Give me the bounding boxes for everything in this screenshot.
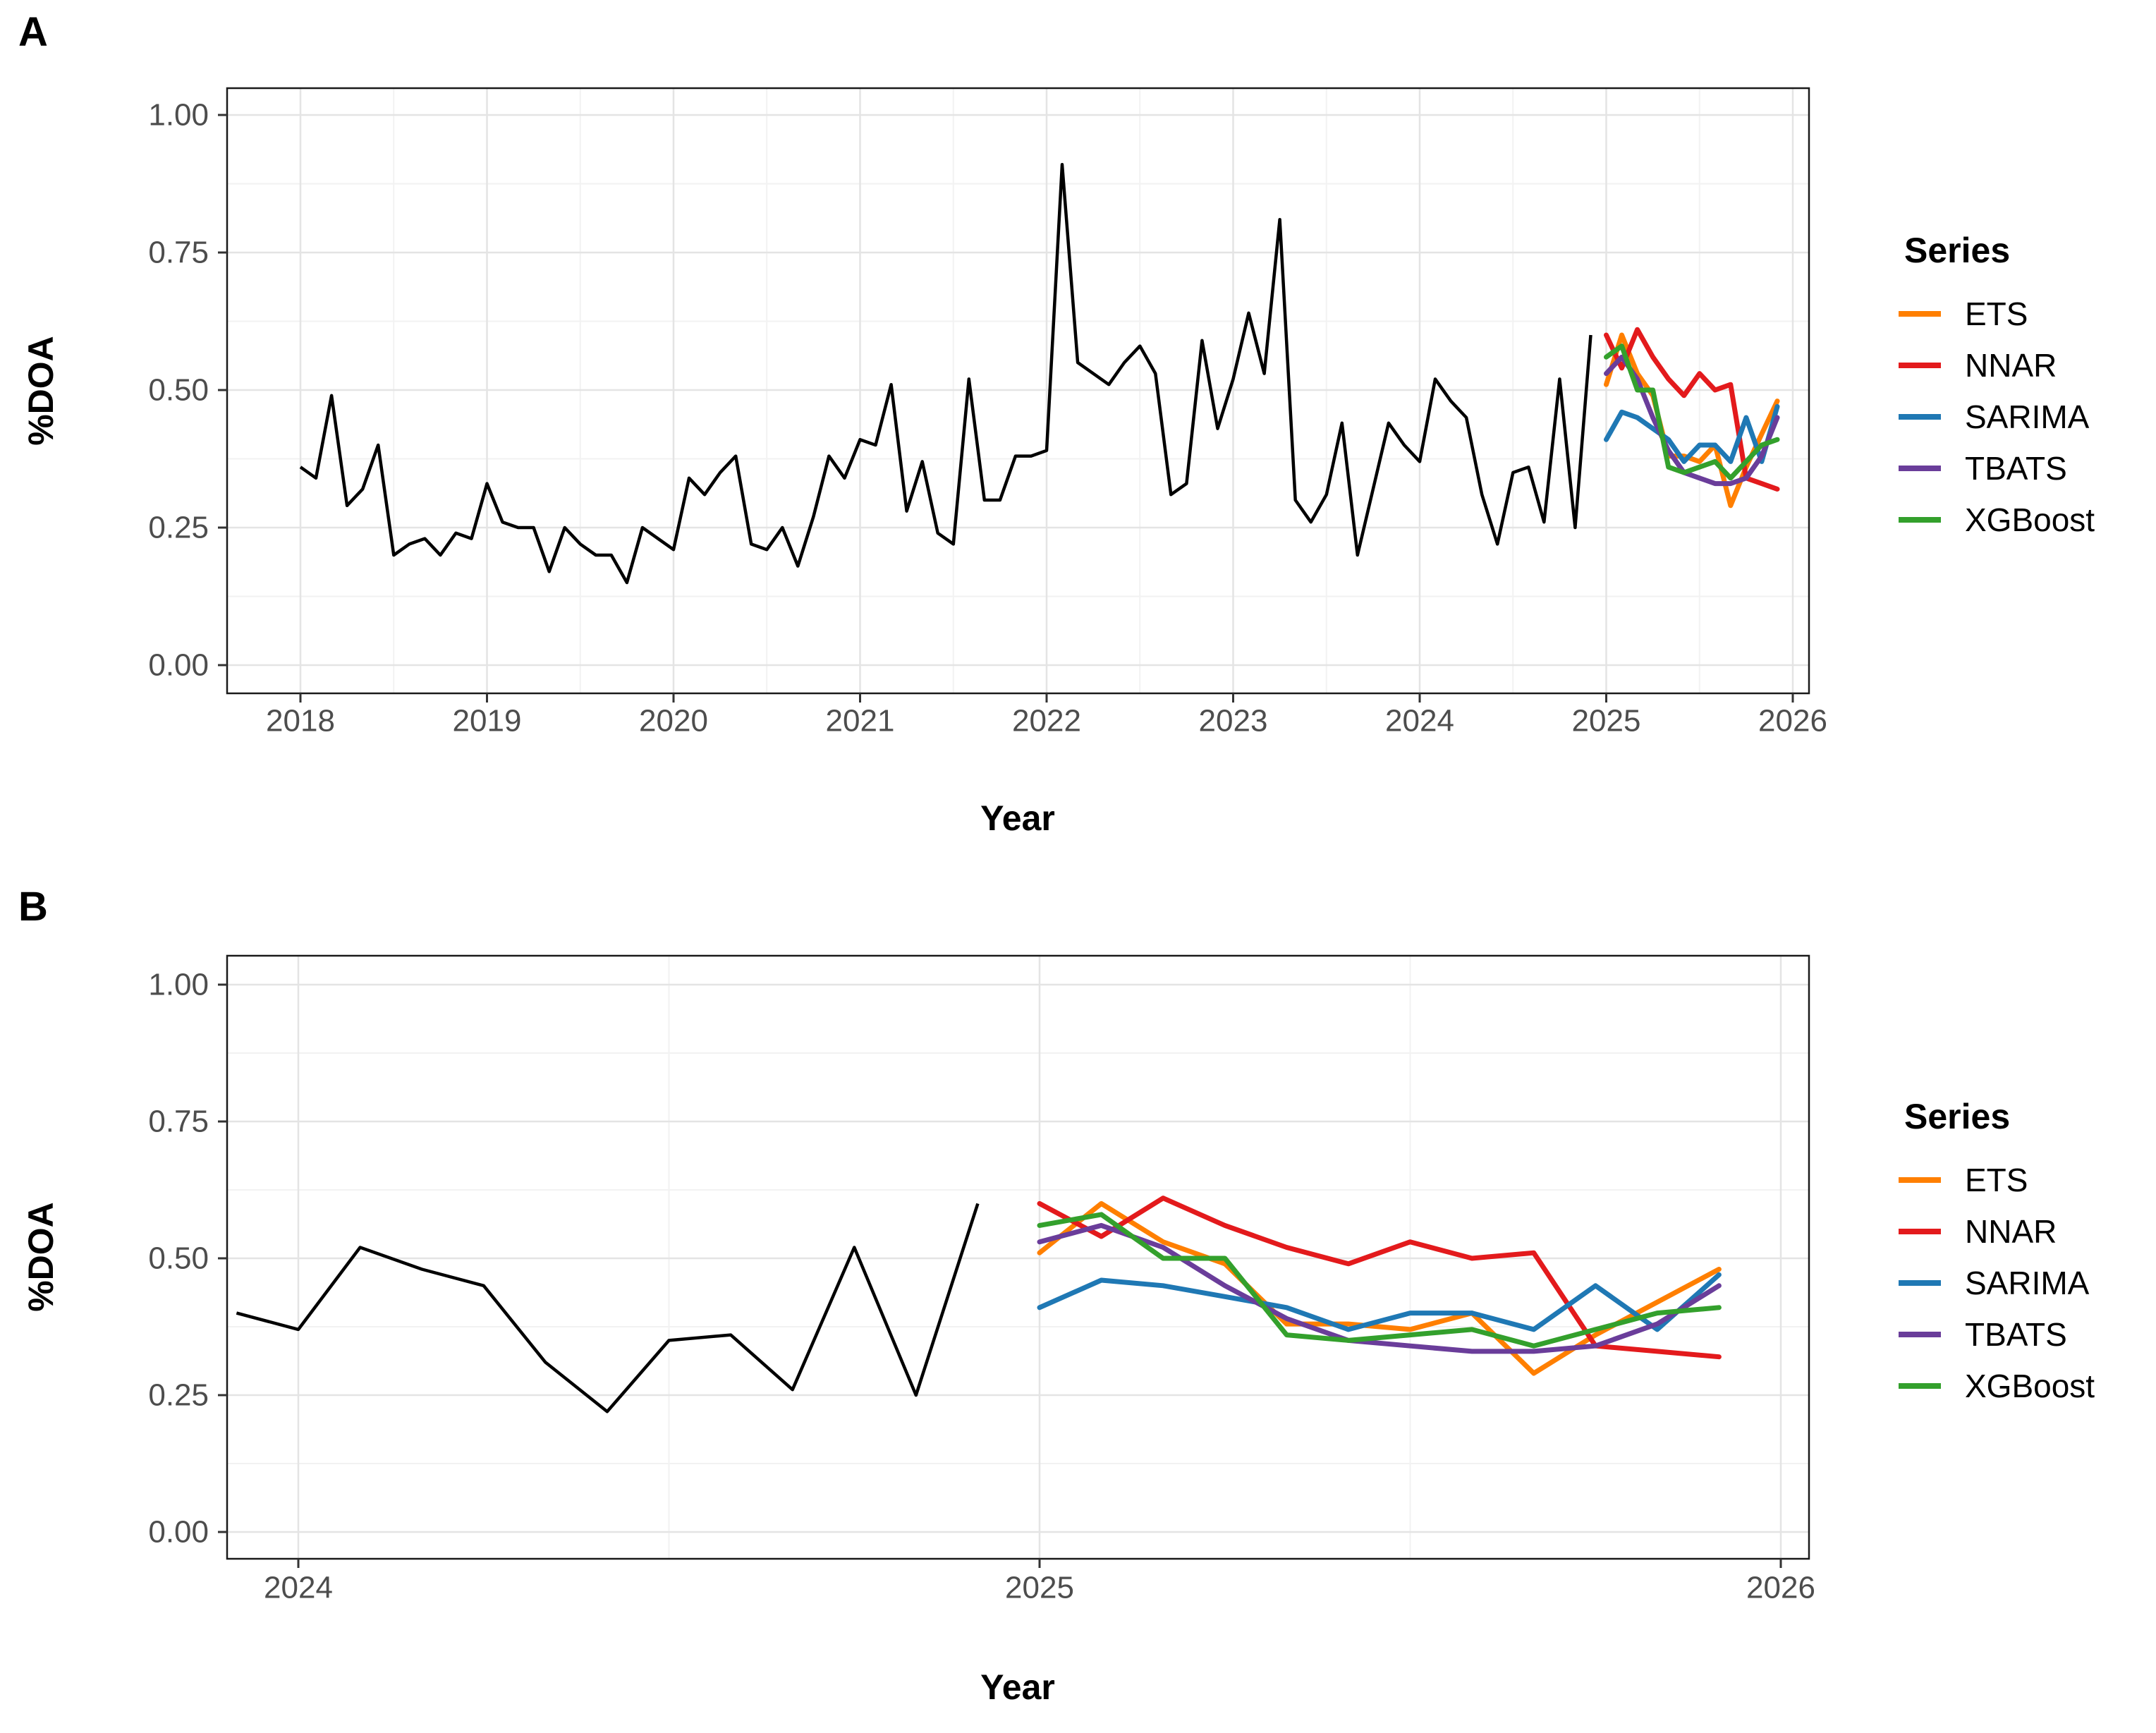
panel-label-b: B — [18, 884, 48, 930]
tick-label-y: 0.50 — [148, 1241, 209, 1276]
legend-key-xgboost — [1899, 516, 1941, 523]
tick-label-x: 2020 — [639, 704, 708, 738]
forecast-line-sarima — [1604, 403, 1780, 464]
legend-item-ets: ETS — [1899, 288, 2138, 339]
legend-item-nnar: NNAR — [1899, 339, 2138, 391]
legend-label: SARIMA — [1965, 398, 2090, 435]
legend-title: Series — [1904, 231, 2011, 270]
forecast-line-tbats — [1037, 1222, 1722, 1354]
panel-label-a: A — [18, 9, 48, 55]
tick-label-y: 1.00 — [148, 98, 209, 133]
legend-items: ETS NNAR SARIMA TBATS XGBoost — [1899, 1154, 2138, 1411]
tick-label-x: 2019 — [453, 704, 522, 738]
legend-label: XGBoost — [1965, 501, 2095, 538]
legend-label: TBATS — [1965, 449, 2067, 487]
legend-item-nnar: NNAR — [1899, 1205, 2138, 1257]
forecast-line-xgboost — [1037, 1212, 1722, 1349]
forecast-line-sarima — [1037, 1272, 1722, 1332]
tick-label-y: 1.00 — [148, 968, 209, 1002]
tick-label-x: 2018 — [266, 704, 335, 738]
legend-label: TBATS — [1965, 1315, 2067, 1353]
legend-item-tbats: TBATS — [1899, 442, 2138, 494]
legend-item-ets: ETS — [1899, 1154, 2138, 1205]
tick-label-y: 0.50 — [148, 373, 209, 408]
panel-border — [226, 954, 1810, 1560]
tick-label-y: 0.25 — [148, 1378, 209, 1413]
x-axis-title-panel-a: Year — [980, 798, 1055, 838]
tick-label-x: 2026 — [1758, 704, 1827, 738]
legend-key-xgboost — [1899, 1382, 1941, 1389]
tick-label-y: 0.00 — [148, 648, 209, 683]
legend-title: Series — [1904, 1097, 2011, 1136]
legend-items: ETS NNAR SARIMA TBATS XGBoost — [1899, 288, 2138, 545]
y-axis-title-panel-a: %DOA — [21, 336, 61, 446]
forecast-line-ets — [1037, 1200, 1722, 1376]
legend-key-sarima — [1899, 1279, 1941, 1286]
tick-label-x: 2025 — [1572, 704, 1641, 738]
legend-item-tbats: TBATS — [1899, 1308, 2138, 1360]
tick-label-x: 2021 — [826, 704, 895, 738]
y-axis-title-panel-b: %DOA — [21, 1202, 61, 1312]
forecast-line-xgboost — [1604, 343, 1780, 481]
legend-key-nnar — [1899, 1228, 1941, 1234]
legend-key-ets — [1899, 310, 1941, 317]
tick-label-y: 0.75 — [148, 236, 209, 270]
legend-panel-b: Series ETS NNAR SARIMA TBATS XGBoost — [1899, 1096, 2138, 1411]
tick-label-x: 2022 — [1012, 704, 1081, 738]
legend-item-sarima: SARIMA — [1899, 391, 2138, 442]
legend-label: NNAR — [1965, 1212, 2057, 1250]
tick-label-x: 2023 — [1199, 704, 1268, 738]
legend-key-tbats — [1899, 465, 1941, 471]
legend-key-ets — [1899, 1176, 1941, 1183]
legend-label: NNAR — [1965, 346, 2057, 384]
tick-label-y: 0.25 — [148, 511, 209, 545]
tick-label-x: 2026 — [1746, 1571, 1815, 1605]
forecast-line-nnar — [1604, 327, 1780, 492]
tick-label-y: 0.00 — [148, 1515, 209, 1550]
legend-label: XGBoost — [1965, 1367, 2095, 1404]
legend-item-sarima: SARIMA — [1899, 1257, 2138, 1308]
legend-key-tbats — [1899, 1331, 1941, 1337]
tick-label-x: 2025 — [1005, 1571, 1074, 1605]
observed-line — [236, 1203, 980, 1413]
legend-key-sarima — [1899, 413, 1941, 420]
legend-key-nnar — [1899, 362, 1941, 368]
legend-label: SARIMA — [1965, 1264, 2090, 1301]
tick-label-y: 0.75 — [148, 1105, 209, 1139]
x-axis-title-panel-b: Year — [980, 1667, 1055, 1707]
tick-label-x: 2024 — [1385, 704, 1454, 738]
legend-item-xgboost: XGBoost — [1899, 1360, 2138, 1411]
legend-panel-a: Series ETS NNAR SARIMA TBATS XGBoost — [1899, 230, 2138, 545]
observed-line — [299, 162, 1592, 585]
legend-label: ETS — [1965, 1161, 2028, 1198]
legend-label: ETS — [1965, 295, 2028, 332]
tick-label-x: 2024 — [264, 1571, 333, 1605]
legend-item-xgboost: XGBoost — [1899, 494, 2138, 545]
forecast-line-nnar — [1037, 1196, 1722, 1360]
